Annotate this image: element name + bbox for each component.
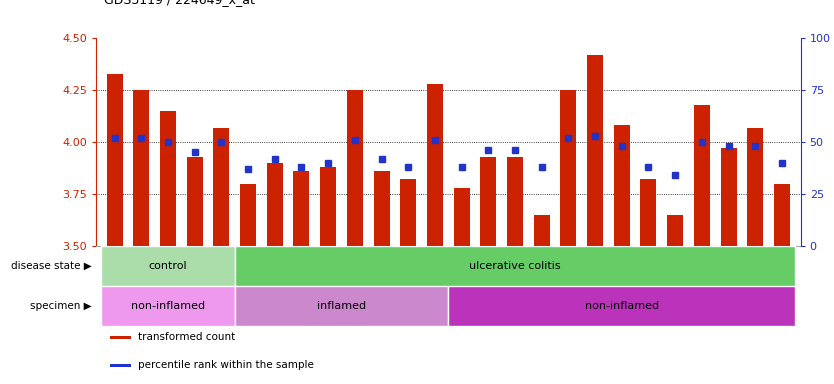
Bar: [107, 74, 123, 246]
Bar: [187, 157, 203, 246]
Bar: [347, 90, 363, 246]
Bar: [641, 179, 656, 246]
Bar: [101, 286, 234, 326]
Bar: [267, 163, 283, 246]
Text: percentile rank within the sample: percentile rank within the sample: [138, 360, 314, 370]
Text: specimen ▶: specimen ▶: [30, 301, 92, 311]
Bar: [110, 336, 131, 339]
Bar: [507, 157, 523, 246]
Bar: [587, 55, 603, 246]
Bar: [774, 184, 790, 246]
Bar: [320, 167, 336, 246]
Bar: [234, 246, 796, 286]
Bar: [214, 127, 229, 246]
Text: GDS3119 / 224649_x_at: GDS3119 / 224649_x_at: [104, 0, 255, 6]
Bar: [374, 171, 389, 246]
Text: transformed count: transformed count: [138, 333, 235, 343]
Bar: [721, 148, 736, 246]
Bar: [747, 127, 763, 246]
Bar: [449, 286, 796, 326]
Bar: [534, 215, 550, 246]
Bar: [101, 246, 234, 286]
Text: non-inflamed: non-inflamed: [131, 301, 205, 311]
Bar: [234, 286, 449, 326]
Bar: [427, 84, 443, 246]
Bar: [667, 215, 683, 246]
Text: disease state ▶: disease state ▶: [11, 261, 92, 271]
Bar: [480, 157, 496, 246]
Bar: [614, 126, 630, 246]
Bar: [240, 184, 256, 246]
Bar: [294, 171, 309, 246]
Bar: [694, 105, 710, 246]
Bar: [110, 364, 131, 367]
Text: non-inflamed: non-inflamed: [585, 301, 659, 311]
Text: inflamed: inflamed: [317, 301, 366, 311]
Bar: [133, 90, 149, 246]
Bar: [454, 188, 470, 246]
Bar: [160, 111, 176, 246]
Text: control: control: [148, 261, 188, 271]
Bar: [400, 179, 416, 246]
Bar: [560, 90, 576, 246]
Text: ulcerative colitis: ulcerative colitis: [470, 261, 560, 271]
